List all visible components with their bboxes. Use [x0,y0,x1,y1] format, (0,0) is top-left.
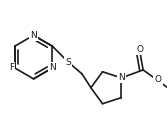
Text: S: S [65,58,71,67]
Text: O: O [137,45,144,54]
Text: N: N [30,31,37,40]
Text: F: F [9,63,14,72]
Text: N: N [118,73,125,82]
Text: N: N [49,63,56,72]
Text: O: O [154,75,161,84]
